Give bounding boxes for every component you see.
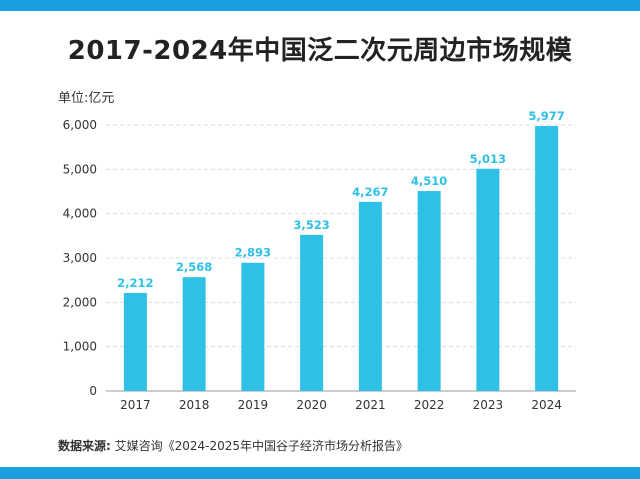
bar-2018 xyxy=(182,277,206,391)
x-tick-label-2019: 2019 xyxy=(238,398,269,412)
x-tick-label-2017: 2017 xyxy=(120,398,151,412)
y-tick-label: 5,000 xyxy=(63,162,97,176)
bar-2024 xyxy=(535,126,559,392)
x-tick-label-2021: 2021 xyxy=(355,398,386,412)
bars xyxy=(123,126,559,392)
bar-2019 xyxy=(241,262,265,391)
bar-2021 xyxy=(358,201,382,391)
x-tick-label-2018: 2018 xyxy=(179,398,210,412)
x-tick-label-2020: 2020 xyxy=(296,398,327,412)
value-label-2021: 4,267 xyxy=(352,185,388,199)
source-note: 数据来源: 艾媒咨询《2024-2025年中国谷子经济市场分析报告》 xyxy=(58,437,408,454)
value-label-2019: 2,893 xyxy=(235,246,271,260)
x-tick-label-2024: 2024 xyxy=(531,398,562,412)
value-label-2022: 4,510 xyxy=(411,174,447,188)
source-text: 艾媒咨询《2024-2025年中国谷子经济市场分析报告》 xyxy=(110,439,409,453)
x-axis-labels: 2017 2018 2019 2020 2021 2022 2023 2024 xyxy=(120,398,562,412)
bottom-accent-bar xyxy=(0,467,640,479)
value-label-2020: 3,523 xyxy=(293,218,329,232)
y-tick-label: 3,000 xyxy=(63,251,97,265)
y-axis-labels: 0 1,000 2,000 3,000 4,000 5,000 6,000 xyxy=(63,118,97,398)
value-labels: 2,212 2,568 2,893 3,523 4,267 4,510 5,013 5,977 xyxy=(117,109,565,290)
y-tick-label: 6,000 xyxy=(63,118,97,132)
unit-label: 单位:亿元 xyxy=(58,91,115,106)
y-tick-label: 1,000 xyxy=(63,340,97,354)
x-tick-label-2023: 2023 xyxy=(473,398,504,412)
bar-2017 xyxy=(123,292,147,391)
bar-2020 xyxy=(300,234,324,391)
source-label: 数据来源: xyxy=(58,439,111,453)
top-accent-bar xyxy=(0,0,640,11)
chart-title: 2017-2024年中国泛二次元周边市场规模 xyxy=(67,36,573,66)
value-label-2018: 2,568 xyxy=(176,260,212,274)
value-label-2024: 5,977 xyxy=(528,109,564,123)
x-tick-label-2022: 2022 xyxy=(414,398,445,412)
y-tick-label: 0 xyxy=(89,384,97,398)
y-tick-label: 2,000 xyxy=(63,295,97,309)
y-tick-label: 4,000 xyxy=(63,207,97,221)
value-label-2017: 2,212 xyxy=(117,276,153,290)
value-label-2023: 5,013 xyxy=(470,152,506,166)
bar-2022 xyxy=(417,191,441,391)
bar-2023 xyxy=(476,168,500,391)
